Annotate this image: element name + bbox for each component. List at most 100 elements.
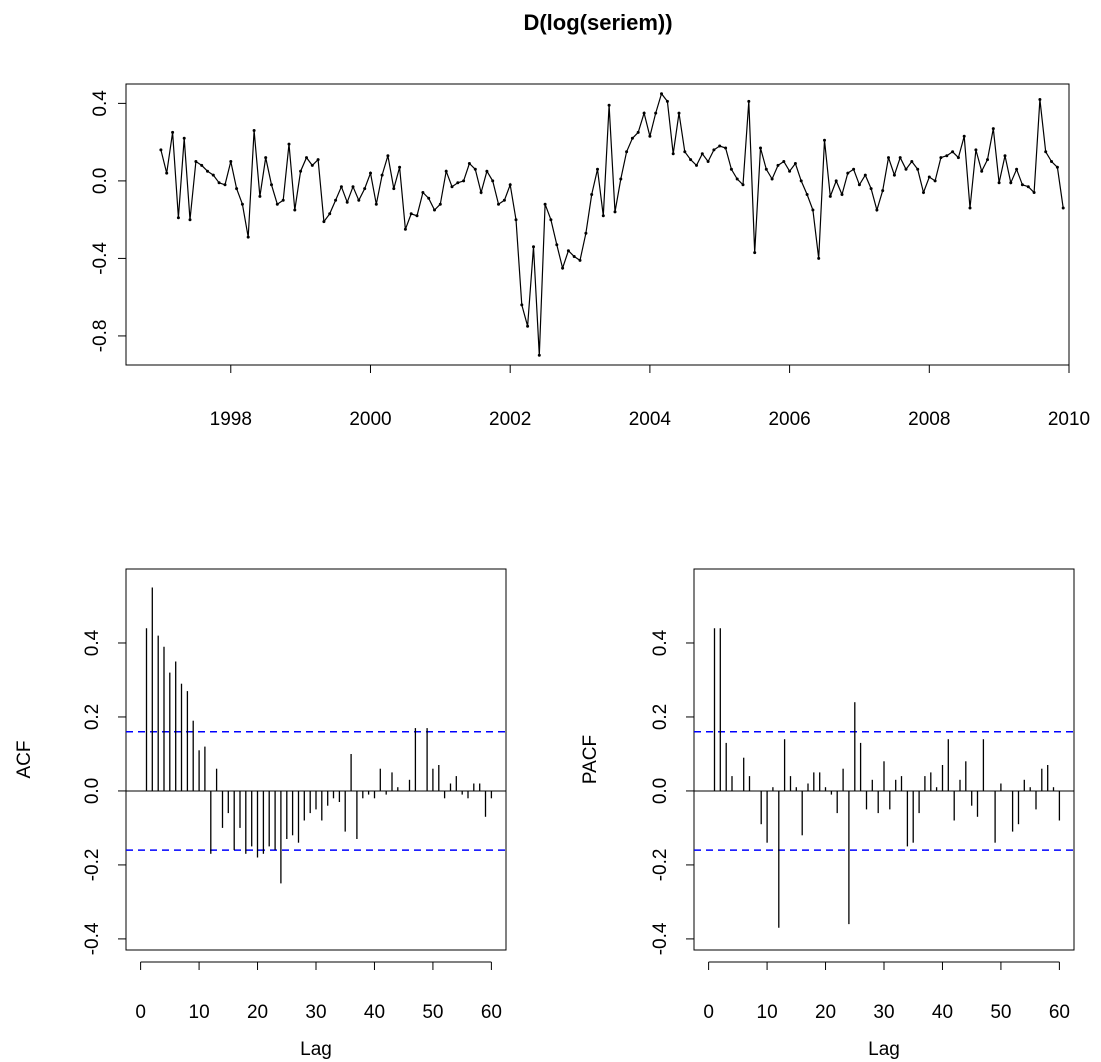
data-point xyxy=(467,162,471,165)
data-point xyxy=(782,160,786,163)
data-point xyxy=(462,179,466,183)
data-point xyxy=(206,169,209,173)
x-tick-label: 2002 xyxy=(489,409,531,430)
data-point xyxy=(881,189,885,193)
y-axis-label: ACF xyxy=(14,741,35,779)
data-point xyxy=(805,193,809,196)
data-point xyxy=(299,169,303,173)
data-point xyxy=(753,251,757,255)
y-tick-label: 0.0 xyxy=(650,778,671,804)
data-point xyxy=(200,163,204,167)
data-point xyxy=(485,169,489,173)
data-point xyxy=(764,167,768,171)
y-tick-label: -0.4 xyxy=(82,922,103,955)
data-point xyxy=(852,167,856,171)
data-point xyxy=(962,134,966,138)
data-point xyxy=(188,218,192,222)
data-point xyxy=(555,243,559,247)
data-point xyxy=(415,214,419,218)
data-point xyxy=(683,150,687,154)
data-point xyxy=(456,181,460,185)
data-point xyxy=(479,191,483,194)
data-point xyxy=(939,156,943,160)
x-tick-label: 2006 xyxy=(768,409,810,430)
data-point xyxy=(689,158,693,162)
data-point xyxy=(369,171,372,175)
data-point xyxy=(165,171,169,175)
data-point xyxy=(898,156,902,160)
data-point xyxy=(619,177,623,181)
data-point xyxy=(392,187,396,191)
data-point xyxy=(922,191,925,194)
data-point xyxy=(403,227,407,231)
data-point xyxy=(252,129,256,132)
data-point xyxy=(729,167,733,171)
x-tick-label: 50 xyxy=(990,1002,1011,1023)
data-point xyxy=(724,146,728,150)
data-point xyxy=(718,144,722,148)
data-point xyxy=(520,303,524,307)
y-tick-label: -0.2 xyxy=(650,849,671,882)
data-point xyxy=(892,173,896,177)
y-tick-label: 0.0 xyxy=(90,168,111,194)
data-point xyxy=(706,160,710,163)
y-tick-label: 0.4 xyxy=(82,629,103,656)
data-point xyxy=(287,142,291,146)
data-point xyxy=(537,353,541,357)
data-point xyxy=(549,218,553,222)
x-tick-label: 30 xyxy=(873,1002,894,1023)
x-tick-label: 10 xyxy=(189,1002,210,1023)
data-point xyxy=(887,156,890,160)
data-point xyxy=(846,171,850,175)
y-tick-label: 0.4 xyxy=(90,90,111,117)
x-tick-label: 2008 xyxy=(908,409,950,430)
data-point xyxy=(316,158,320,162)
data-point xyxy=(409,212,413,216)
series-line xyxy=(160,92,1064,356)
x-tick-label: 10 xyxy=(757,1002,778,1023)
data-point xyxy=(1015,167,1019,171)
data-point xyxy=(916,167,920,171)
data-point xyxy=(788,169,792,173)
x-tick-label: 0 xyxy=(135,1002,146,1023)
data-point xyxy=(334,198,338,202)
data-point xyxy=(945,154,949,158)
data-point xyxy=(264,156,268,160)
x-tick-label: 20 xyxy=(815,1002,836,1023)
data-point xyxy=(695,163,698,167)
data-point xyxy=(741,183,745,187)
data-point xyxy=(735,177,739,181)
x-tick-label: 30 xyxy=(305,1002,326,1023)
data-point xyxy=(159,148,163,152)
data-point xyxy=(240,202,244,206)
data-point xyxy=(1032,191,1036,194)
data-point xyxy=(1055,165,1059,169)
data-point xyxy=(642,111,646,115)
data-point xyxy=(217,181,221,185)
data-point xyxy=(305,156,308,160)
data-point xyxy=(956,156,960,160)
data-point xyxy=(660,92,663,96)
x-tick-label: 2010 xyxy=(1048,409,1090,430)
x-axis-label: Lag xyxy=(868,1039,900,1060)
data-point xyxy=(630,136,634,140)
data-point xyxy=(700,152,704,156)
pacf-panel: 0 10 20 30 40 50 60 -0.4 -0.2 0.0 0.2 0.4 Lag PACF xyxy=(580,568,1075,1060)
plot-frame xyxy=(125,83,1070,366)
data-point xyxy=(532,245,535,249)
plot-frame xyxy=(125,568,507,951)
data-point xyxy=(473,167,477,171)
data-point xyxy=(502,198,506,202)
data-point xyxy=(636,130,640,134)
plot-frame xyxy=(693,568,1075,951)
data-point xyxy=(677,111,681,115)
data-point xyxy=(561,266,565,270)
data-point xyxy=(869,187,873,191)
data-point xyxy=(590,193,594,196)
data-point xyxy=(799,179,803,183)
data-point xyxy=(578,258,582,262)
data-point xyxy=(828,194,832,198)
data-point xyxy=(776,163,780,167)
data-point xyxy=(613,210,617,214)
data-point xyxy=(514,218,518,222)
